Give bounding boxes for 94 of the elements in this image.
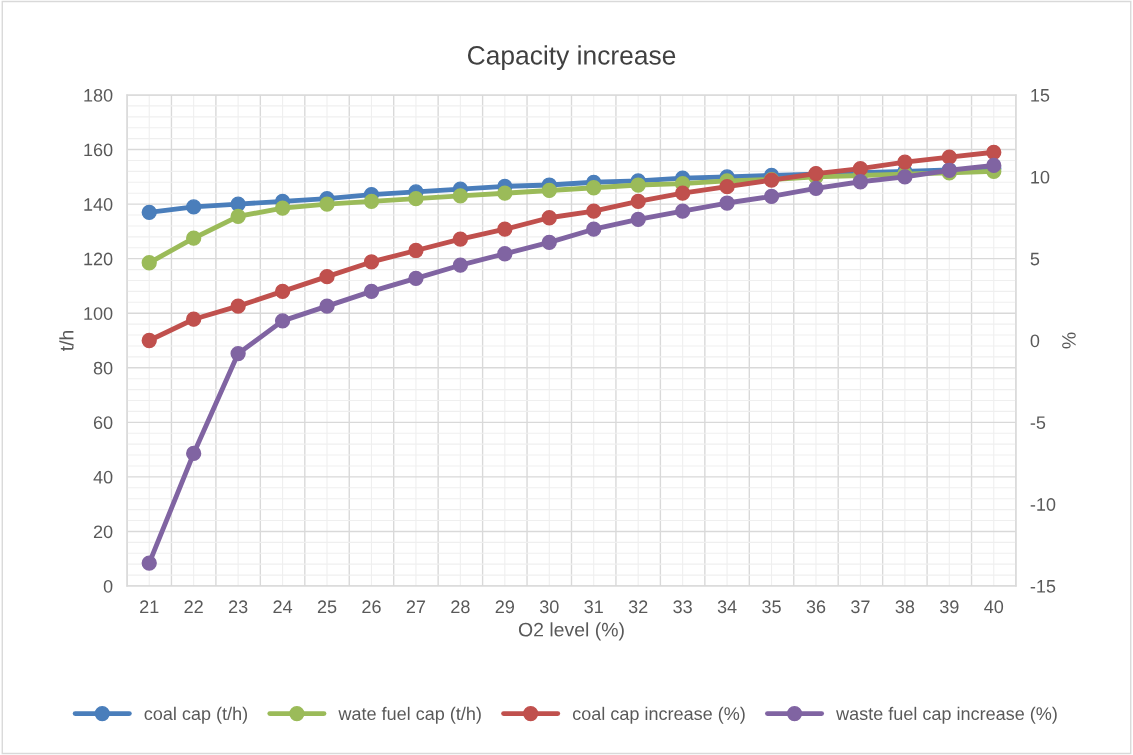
y-tick-label: 100: [84, 307, 113, 320]
x-tick-label: 22: [184, 600, 203, 613]
y2-tick-label: -15: [1030, 580, 1056, 593]
x-tick-label: 31: [584, 600, 603, 614]
point: [274, 283, 291, 300]
point: [452, 257, 469, 273]
y2-tick-label: 5: [1030, 252, 1040, 266]
point: [586, 203, 602, 219]
y-tick-label: 160: [84, 143, 113, 157]
y-tick-label: 140: [84, 198, 113, 211]
chart-title: Capacity increase: [467, 45, 676, 70]
x-tick-label: 39: [939, 600, 959, 614]
y-tick-label: 80: [93, 361, 113, 375]
x-tick-label: 32: [628, 600, 648, 614]
x-tick-label: 35: [762, 600, 781, 614]
point: [141, 204, 157, 220]
point: [186, 230, 202, 246]
y2-tick-label: 10: [1031, 170, 1050, 184]
point: [541, 210, 557, 226]
y2-tick-label: 0: [1030, 334, 1040, 348]
point: [141, 555, 157, 571]
legend-label: coal cap (t/h): [144, 706, 248, 724]
legend-label: coal cap increase (%): [572, 706, 745, 724]
point: [186, 311, 202, 327]
point: [141, 255, 157, 271]
point: [719, 179, 735, 195]
point: [319, 196, 335, 212]
point: [674, 185, 691, 201]
point: [852, 161, 869, 177]
point: [186, 199, 202, 215]
x-tick-label: 40: [984, 600, 1004, 614]
x-tick-label: 25: [317, 600, 337, 614]
point: [541, 234, 557, 250]
point: [630, 211, 646, 228]
y-axis-title: t/h: [59, 330, 74, 352]
point: [408, 270, 424, 286]
x-axis-title: O2 level (%): [518, 622, 624, 641]
point: [230, 345, 246, 362]
point: [541, 182, 557, 199]
point: [630, 177, 646, 193]
point: [941, 149, 957, 165]
point: [186, 445, 202, 462]
point: [630, 193, 646, 210]
point: [452, 188, 469, 204]
x-tick-label: 28: [451, 600, 470, 614]
point: [674, 203, 691, 219]
point: [363, 254, 380, 270]
point: [141, 332, 157, 349]
legend-label: waste fuel cap increase (%): [836, 706, 1057, 724]
x-tick-label: 34: [717, 600, 737, 614]
y-tick-label: 120: [84, 252, 113, 266]
point: [763, 188, 780, 205]
y-tick-label: 180: [84, 88, 113, 102]
x-tick-label: 33: [673, 600, 692, 614]
point: [897, 154, 913, 170]
y2-tick-label: 15: [1031, 89, 1050, 102]
y2-axis-title: %: [1062, 332, 1076, 349]
point: [230, 208, 246, 225]
point: [586, 221, 602, 237]
point: [986, 144, 1002, 160]
x-tick-label: 26: [362, 600, 381, 614]
point: [274, 200, 291, 216]
y-tick-label: 20: [93, 525, 113, 539]
point: [586, 180, 602, 196]
legend-label: wate fuel cap (t/h): [338, 706, 481, 724]
y2-tick-label: -5: [1030, 416, 1046, 430]
y-tick-label: 60: [93, 416, 113, 430]
point: [452, 231, 469, 247]
x-tick-label: 30: [539, 600, 559, 614]
point: [497, 221, 513, 237]
x-tick-label: 27: [406, 600, 426, 613]
point: [363, 283, 380, 300]
point: [230, 298, 246, 314]
y-tick-label: 40: [93, 470, 113, 484]
x-tick-label: 29: [495, 600, 515, 614]
x-tick-label: 21: [140, 600, 159, 613]
x-tick-label: 23: [228, 600, 248, 614]
x-tick-label: 37: [851, 600, 870, 614]
point: [319, 269, 335, 285]
x-tick-label: 36: [806, 600, 826, 614]
point: [719, 195, 735, 211]
point: [852, 174, 869, 190]
point: [274, 313, 291, 329]
x-tick-label: 38: [895, 600, 915, 614]
point: [363, 193, 380, 210]
point: [408, 242, 424, 259]
point: [497, 246, 513, 262]
y2-tick-label: -10: [1030, 498, 1056, 511]
point: [408, 191, 424, 207]
x-tick-label: 24: [273, 600, 293, 613]
point: [497, 185, 513, 201]
point: [986, 157, 1002, 174]
y-tick-label: 0: [103, 579, 113, 593]
point: [319, 298, 335, 314]
